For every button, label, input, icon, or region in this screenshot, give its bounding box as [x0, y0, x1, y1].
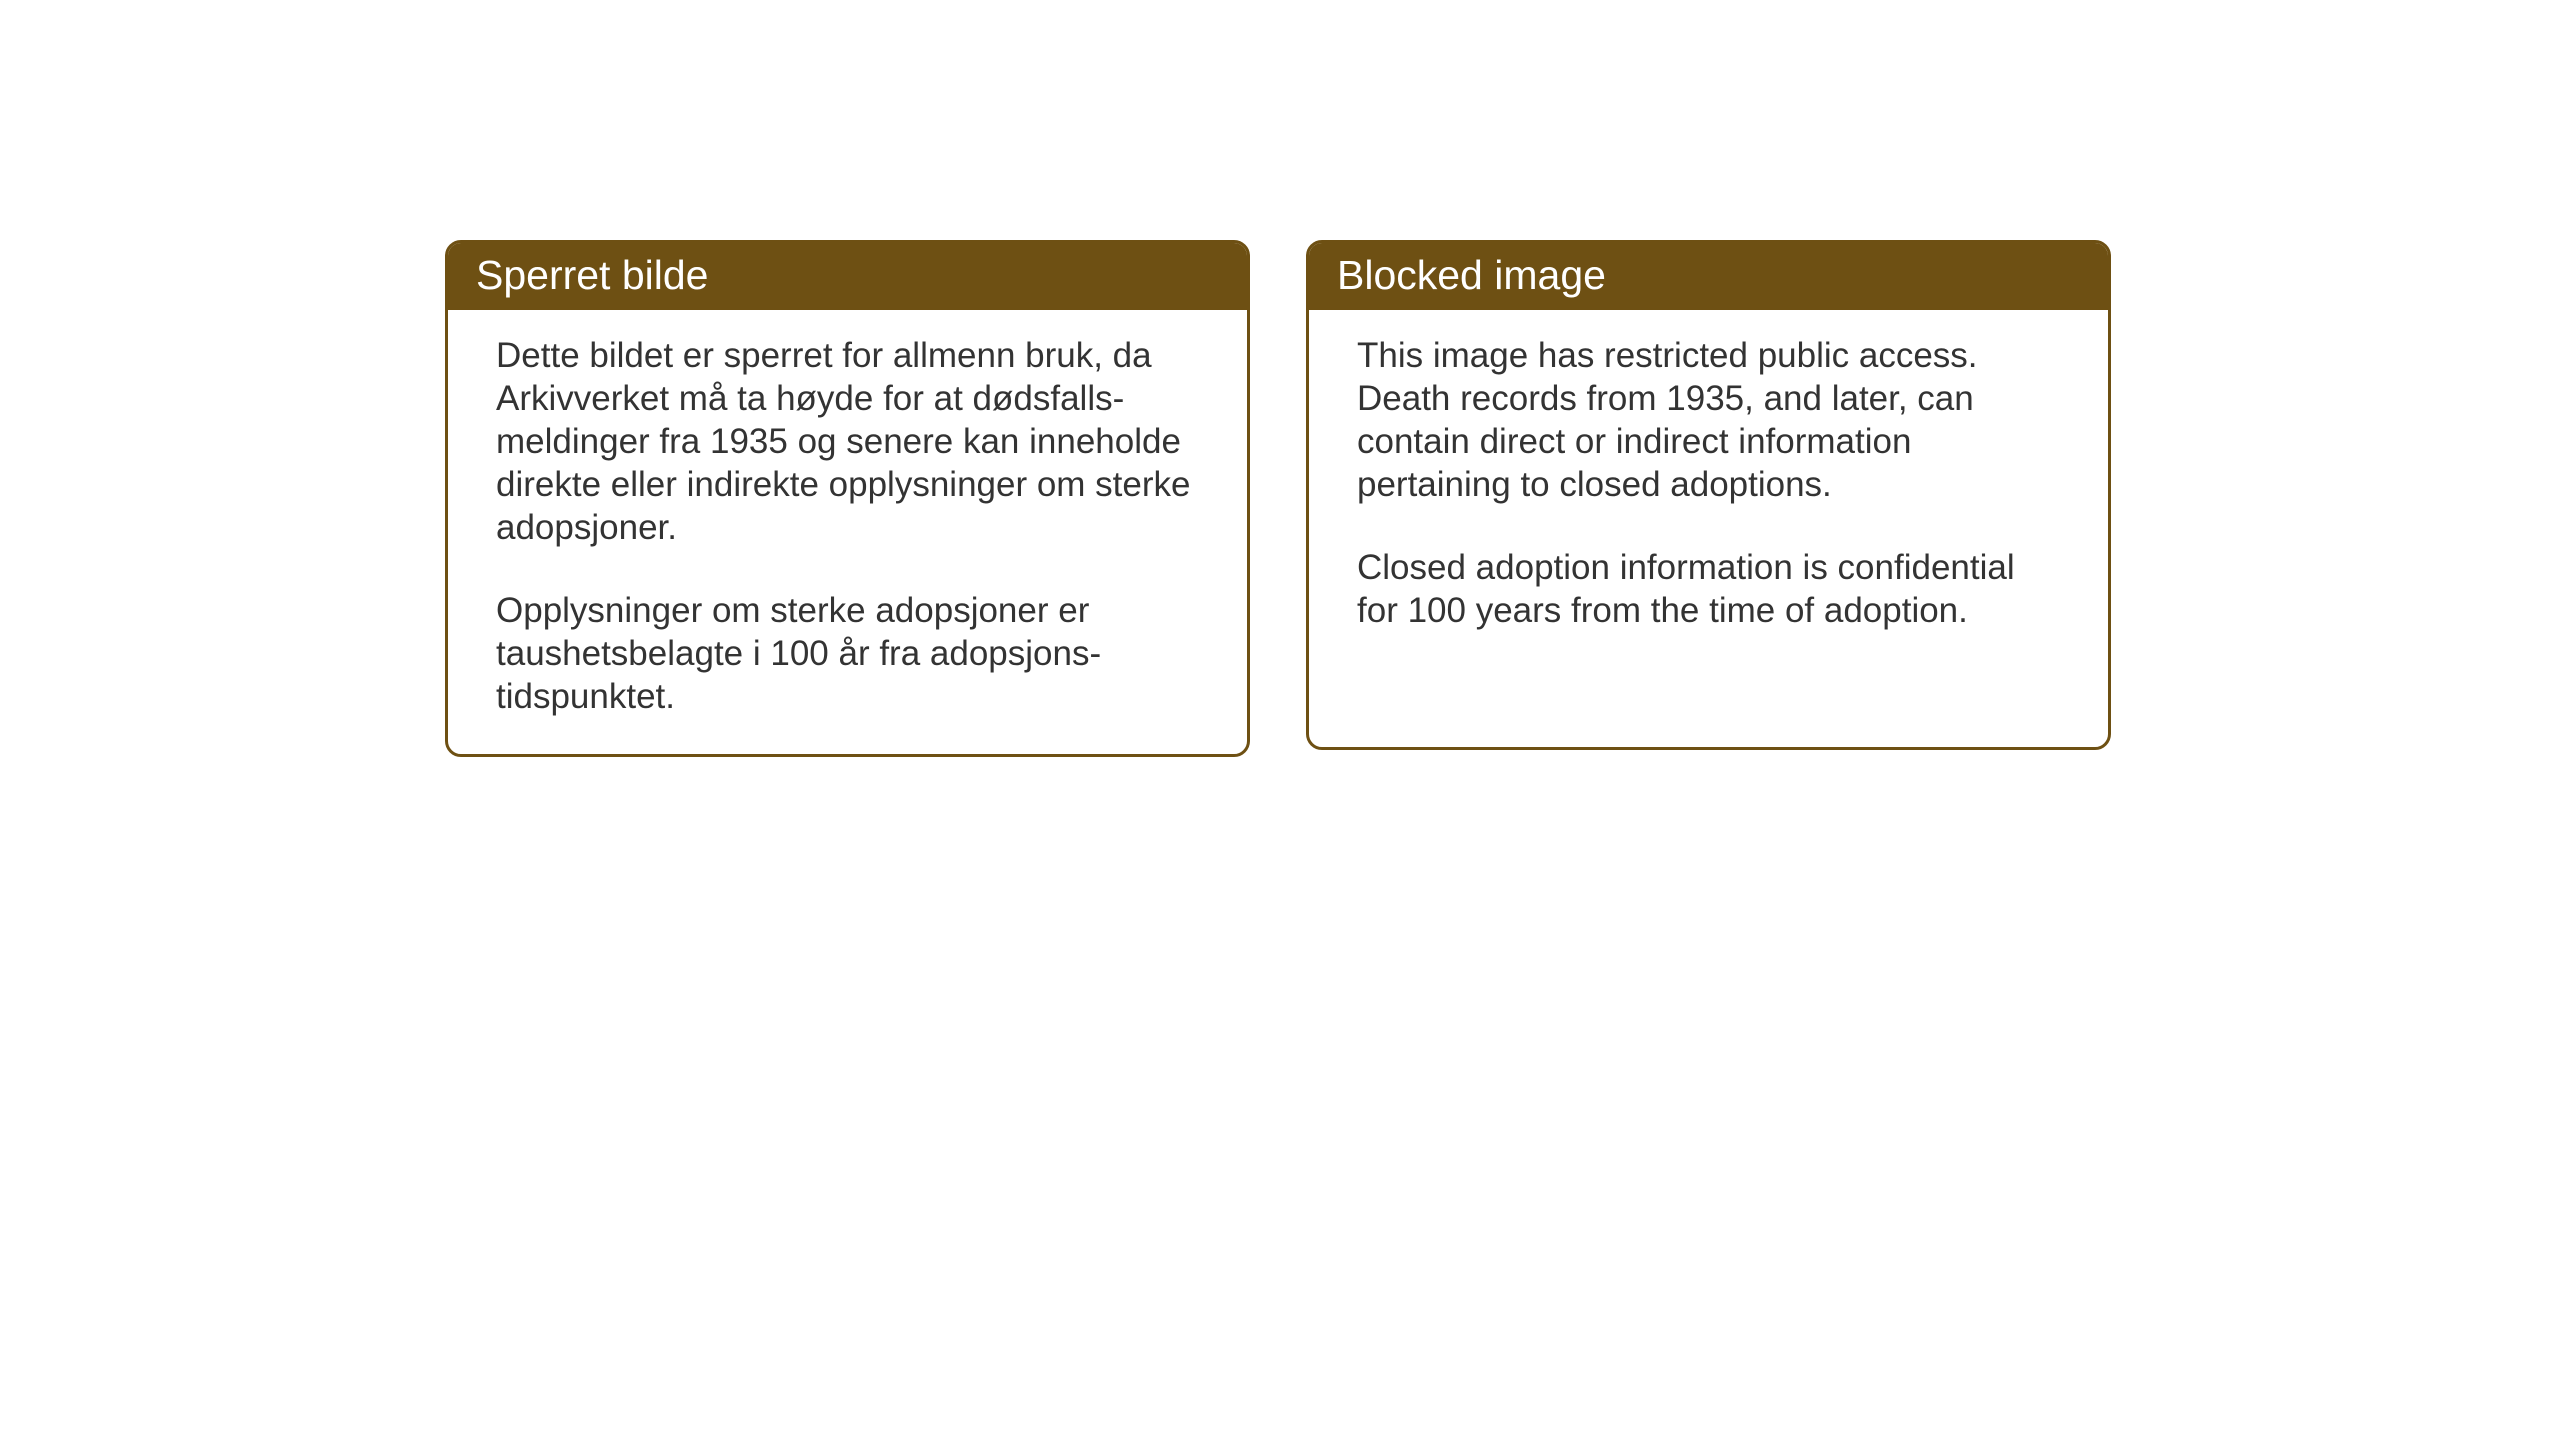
paragraph-norwegian-2: Opplysninger om sterke adopsjoner er tau… — [496, 589, 1199, 718]
paragraph-english-1: This image has restricted public access.… — [1357, 334, 2060, 506]
notice-container: Sperret bilde Dette bildet er sperret fo… — [445, 240, 2111, 757]
card-header-norwegian: Sperret bilde — [448, 243, 1247, 310]
card-body-english: This image has restricted public access.… — [1309, 310, 2108, 668]
card-title-english: Blocked image — [1337, 252, 1606, 298]
notice-card-norwegian: Sperret bilde Dette bildet er sperret fo… — [445, 240, 1250, 757]
paragraph-english-2: Closed adoption information is confident… — [1357, 546, 2060, 632]
card-title-norwegian: Sperret bilde — [476, 252, 708, 298]
notice-card-english: Blocked image This image has restricted … — [1306, 240, 2111, 750]
card-header-english: Blocked image — [1309, 243, 2108, 310]
card-body-norwegian: Dette bildet er sperret for allmenn bruk… — [448, 310, 1247, 754]
paragraph-norwegian-1: Dette bildet er sperret for allmenn bruk… — [496, 334, 1199, 549]
